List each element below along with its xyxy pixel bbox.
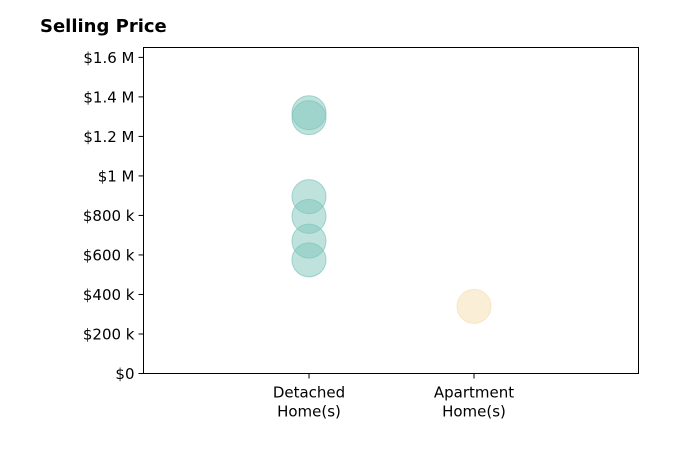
y-tick-label: $800 k xyxy=(83,207,135,225)
x-tick-label: Apartment Home(s) xyxy=(434,384,514,421)
y-tick-label: $1.6 M xyxy=(83,49,134,67)
y-tick-label: $400 k xyxy=(83,286,135,304)
y-tick-label: $0 xyxy=(115,365,134,383)
y-tick-label: $600 k xyxy=(83,246,135,264)
data-points xyxy=(291,95,492,324)
chart-title: Selling Price xyxy=(40,16,167,37)
data-point xyxy=(291,242,327,278)
y-tick-label: $1.2 M xyxy=(83,128,134,146)
x-tick-label: Detached Home(s) xyxy=(273,384,345,421)
y-tick-label: $1 M xyxy=(98,167,135,185)
x-axis: Detached Home(s) Apartment Home(s) xyxy=(273,373,514,421)
y-tick-label: $1.4 M xyxy=(83,88,134,106)
data-point xyxy=(456,288,492,324)
y-tick-label: $200 k xyxy=(83,325,135,343)
y-axis: $0 $200 k $400 k $600 k $800 k $1 M $1.2 M $1.4… xyxy=(83,49,144,383)
plot-frame xyxy=(143,47,639,374)
data-point xyxy=(291,100,327,136)
